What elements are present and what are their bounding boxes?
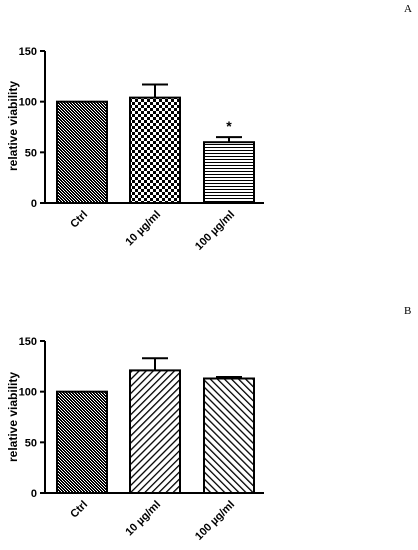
panel-a-x-tick-label: 100 µg/ml <box>193 209 237 253</box>
panel-b-y-tick-label: 150 <box>19 336 37 348</box>
panel-a-y-axis-title: relative viability <box>6 81 20 171</box>
panel-b-x-tick-label: 10 µg/ml <box>123 499 163 539</box>
panel-b-y-tick-label: 0 <box>31 488 37 500</box>
panel-b-x-tick-label: 100 µg/ml <box>193 499 237 543</box>
panel-a-y-tick-label: 100 <box>19 97 37 109</box>
panel-b-bar <box>129 369 181 494</box>
panel-b-bar <box>203 377 255 495</box>
panel-b-letter: B <box>404 305 411 317</box>
panel-a-y-tick-label: 150 <box>19 46 37 58</box>
panel-a-y-tick-label: 0 <box>31 198 37 210</box>
panel-b-x-tick-label: Ctrl <box>68 499 90 521</box>
panel-a-bar <box>56 100 108 204</box>
panel-a-x-tick-label: 10 µg/ml <box>123 209 163 249</box>
panel-b-y-tick-label: 50 <box>25 437 37 449</box>
panel-b-y-tick-label: 100 <box>19 387 37 399</box>
panel-a-letter: A <box>404 3 412 15</box>
panel-a-bar <box>203 141 255 204</box>
panel-a-x-tick-label: Ctrl <box>68 209 90 231</box>
panel-b-y-axis-title: relative viability <box>6 372 20 462</box>
panel-a-y-tick-label: 50 <box>25 147 37 159</box>
panel-a: A relative viability 0 50 100 150 Ctrl 10 µg/… <box>6 3 412 253</box>
panel-a-significance-mark: * <box>226 118 232 134</box>
panel-b-bar <box>56 390 108 494</box>
panel-b: B relative viability 0 50 100 150 Ctrl 10 µg/… <box>6 305 411 543</box>
panel-a-bar <box>129 96 181 204</box>
